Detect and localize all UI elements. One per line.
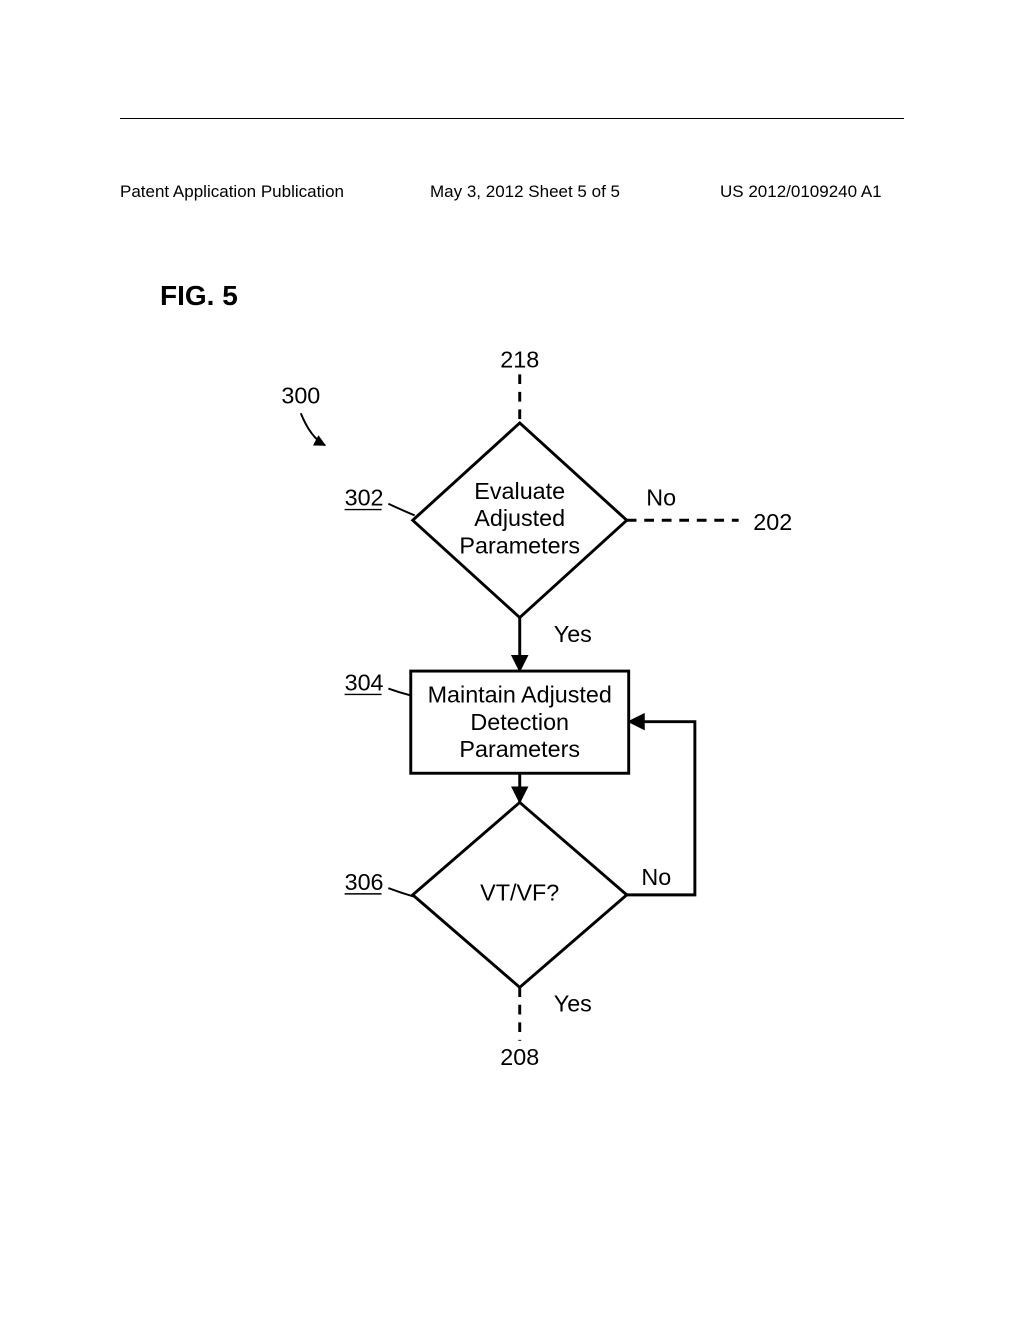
d302-label-0: Evaluate bbox=[474, 478, 565, 504]
r304-label-2: Parameters bbox=[459, 736, 580, 762]
header-left: Patent Application Publication bbox=[120, 182, 344, 202]
ref-r302: 302 bbox=[345, 485, 384, 511]
header-right: US 2012/0109240 A1 bbox=[720, 182, 882, 202]
ref-r208: 208 bbox=[500, 1044, 539, 1070]
edge-label-e302_304: Yes bbox=[554, 621, 592, 647]
ref-r218: 218 bbox=[500, 350, 539, 373]
flowchart-container: EvaluateAdjustedParametersMaintain Adjus… bbox=[200, 350, 820, 1070]
ref-r304: 304 bbox=[345, 670, 384, 696]
d306-label-0: VT/VF? bbox=[480, 880, 559, 906]
ref-r202: 202 bbox=[753, 509, 792, 535]
header-center: May 3, 2012 Sheet 5 of 5 bbox=[430, 182, 620, 202]
ref-leader-r302 bbox=[388, 504, 414, 516]
r304-label-1: Detection bbox=[470, 709, 569, 735]
edge-label-e306_yes: Yes bbox=[554, 991, 592, 1017]
ref-leader-r300 bbox=[301, 413, 325, 445]
flowchart-svg: EvaluateAdjustedParametersMaintain Adjus… bbox=[200, 350, 820, 1070]
figure-title: FIG. 5 bbox=[160, 280, 238, 312]
r304-label-0: Maintain Adjusted bbox=[428, 682, 612, 708]
header-rule bbox=[120, 118, 904, 119]
ref-leader-r306 bbox=[388, 888, 414, 897]
edge-label-e306_no: No bbox=[641, 864, 671, 890]
d302-label-1: Adjusted bbox=[474, 505, 565, 531]
ref-r306: 306 bbox=[345, 869, 384, 895]
page-container: Patent Application Publication May 3, 20… bbox=[0, 0, 1024, 1320]
edge-label-e302_no: No bbox=[646, 485, 676, 511]
d302-label-2: Parameters bbox=[459, 532, 580, 558]
ref-r300: 300 bbox=[281, 383, 320, 409]
ref-leader-r304 bbox=[388, 689, 410, 696]
